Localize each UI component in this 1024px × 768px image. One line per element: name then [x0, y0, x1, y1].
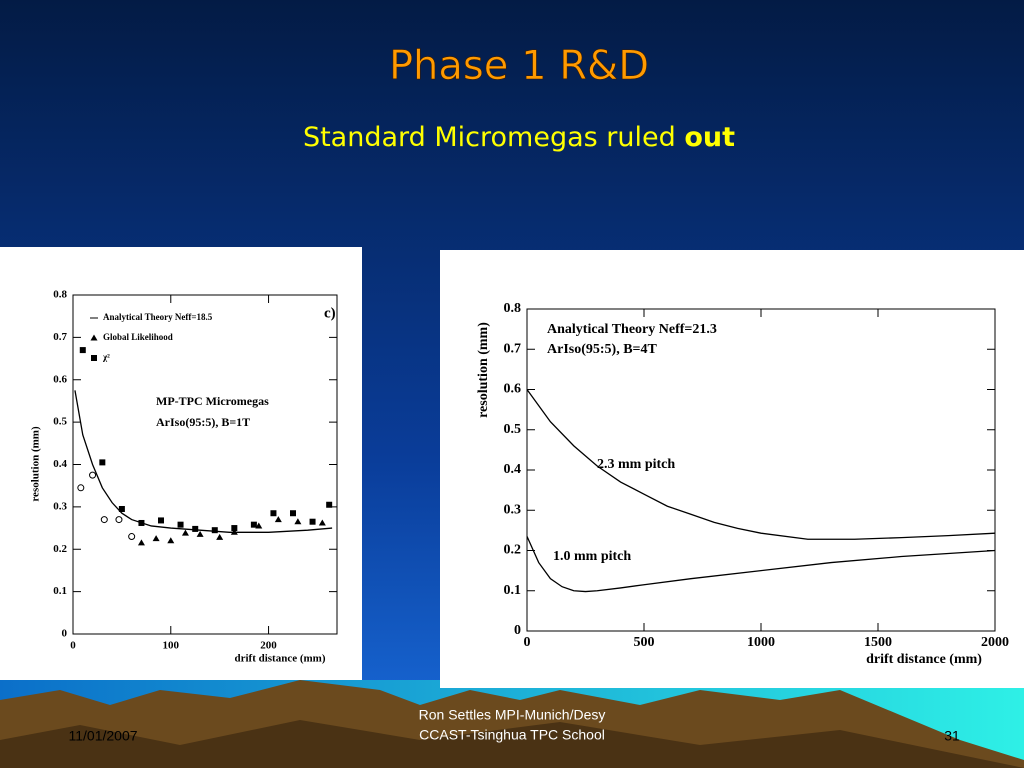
footer-author: Ron Settles MPI-Munich/Desy — [419, 707, 606, 723]
y-tick-label: 0.7 — [53, 331, 67, 343]
square-marker — [309, 518, 316, 525]
y-tick-label: 0.7 — [504, 341, 522, 356]
annotation: ArIso(95:5), B=4T — [547, 342, 658, 357]
x-axis-label: drift distance (mm) — [866, 652, 982, 667]
slide-subtitle: Standard Micromegas ruled out — [303, 122, 735, 153]
annotation: MP-TPC Micromegas — [156, 394, 269, 408]
square-marker — [158, 517, 164, 524]
chart-panel — [440, 250, 1024, 688]
y-tick-label: 0.5 — [504, 422, 522, 437]
annotation: Analytical Theory Neff=21.3 — [547, 322, 717, 337]
slide-title: Phase 1 R&D — [389, 43, 649, 89]
y-tick-label: 0.1 — [504, 583, 522, 598]
triangle-marker — [137, 539, 145, 546]
square-marker — [290, 510, 296, 517]
y-tick-label: 0.8 — [504, 301, 522, 316]
x-tick-label: 200 — [260, 640, 277, 652]
y-tick-label: 0.6 — [53, 373, 67, 385]
x-tick-label: 1500 — [864, 635, 892, 650]
curve — [526, 389, 996, 540]
y-tick-label: 0.3 — [53, 500, 67, 512]
annotation: c) — [324, 305, 336, 321]
series-label: 1.0 mm pitch — [553, 549, 631, 564]
square-marker — [326, 501, 333, 508]
y-tick-label: 0.4 — [53, 458, 67, 470]
triangle-marker — [167, 537, 175, 544]
open-marker — [115, 516, 123, 524]
square-marker — [192, 525, 199, 532]
y-tick-label: 0.2 — [504, 543, 522, 558]
triangle-marker — [274, 516, 282, 523]
triangle-marker — [318, 519, 326, 526]
legend-swatch — [90, 334, 98, 341]
triangle-marker — [196, 530, 204, 537]
y-axis-label: resolution (mm) — [30, 426, 42, 502]
y-tick-label: 0.6 — [504, 382, 522, 397]
mountains-front — [0, 720, 1024, 768]
triangle-marker — [294, 518, 302, 525]
triangle-marker — [152, 535, 160, 542]
x-axis-label: drift distance (mm) — [234, 653, 325, 665]
annotation: ArIso(95:5), B=1T — [156, 415, 250, 429]
y-tick-label: 0 — [62, 628, 68, 640]
square-marker — [118, 505, 125, 512]
legend-swatch — [91, 355, 97, 361]
square-marker — [250, 521, 257, 528]
curve — [526, 536, 996, 593]
legend-label: Analytical Theory Neff=18.5 — [103, 312, 213, 322]
y-tick-label: 0.5 — [53, 416, 67, 428]
subtitle-text: Standard Micromegas ruled — [303, 122, 676, 153]
footer-event: CCAST-Tsinghua TPC School — [419, 727, 605, 743]
square-marker — [99, 459, 106, 466]
open-marker — [100, 516, 108, 524]
y-tick-label: 0.8 — [53, 289, 67, 301]
square-marker — [211, 527, 218, 534]
square-marker — [79, 347, 86, 354]
square-marker — [231, 525, 238, 532]
y-tick-label: 0.1 — [53, 585, 67, 597]
x-tick-label: 0 — [524, 635, 531, 650]
footer-date: 11/01/2007 — [68, 728, 137, 744]
series-label: 2.3 mm pitch — [597, 457, 675, 472]
legend-label: Global Likelihood — [103, 332, 173, 342]
y-axis-label: resolution (mm) — [476, 322, 491, 418]
footer-page: 31 — [944, 728, 960, 744]
y-tick-label: 0.4 — [504, 462, 522, 477]
y-tick-label: 0.2 — [53, 543, 67, 555]
y-tick-label: 0 — [514, 623, 521, 638]
square-marker — [270, 510, 277, 517]
open-marker — [128, 533, 136, 541]
legend-label: χ² — [102, 352, 110, 362]
open-marker — [77, 484, 85, 492]
chart-panel — [0, 247, 362, 680]
x-tick-label: 0 — [70, 640, 76, 652]
x-tick-label: 100 — [163, 640, 180, 652]
triangle-marker — [230, 528, 238, 535]
square-marker — [177, 521, 184, 528]
subtitle-emphasis: out — [684, 122, 735, 153]
y-tick-label: 0.3 — [504, 502, 522, 517]
triangle-marker — [181, 529, 189, 536]
triangle-marker — [255, 522, 263, 529]
x-tick-label: 500 — [634, 635, 655, 650]
square-marker — [138, 519, 145, 526]
x-tick-label: 1000 — [747, 635, 775, 650]
triangle-marker — [216, 533, 224, 540]
x-tick-label: 2000 — [981, 635, 1009, 650]
open-marker — [89, 471, 97, 479]
